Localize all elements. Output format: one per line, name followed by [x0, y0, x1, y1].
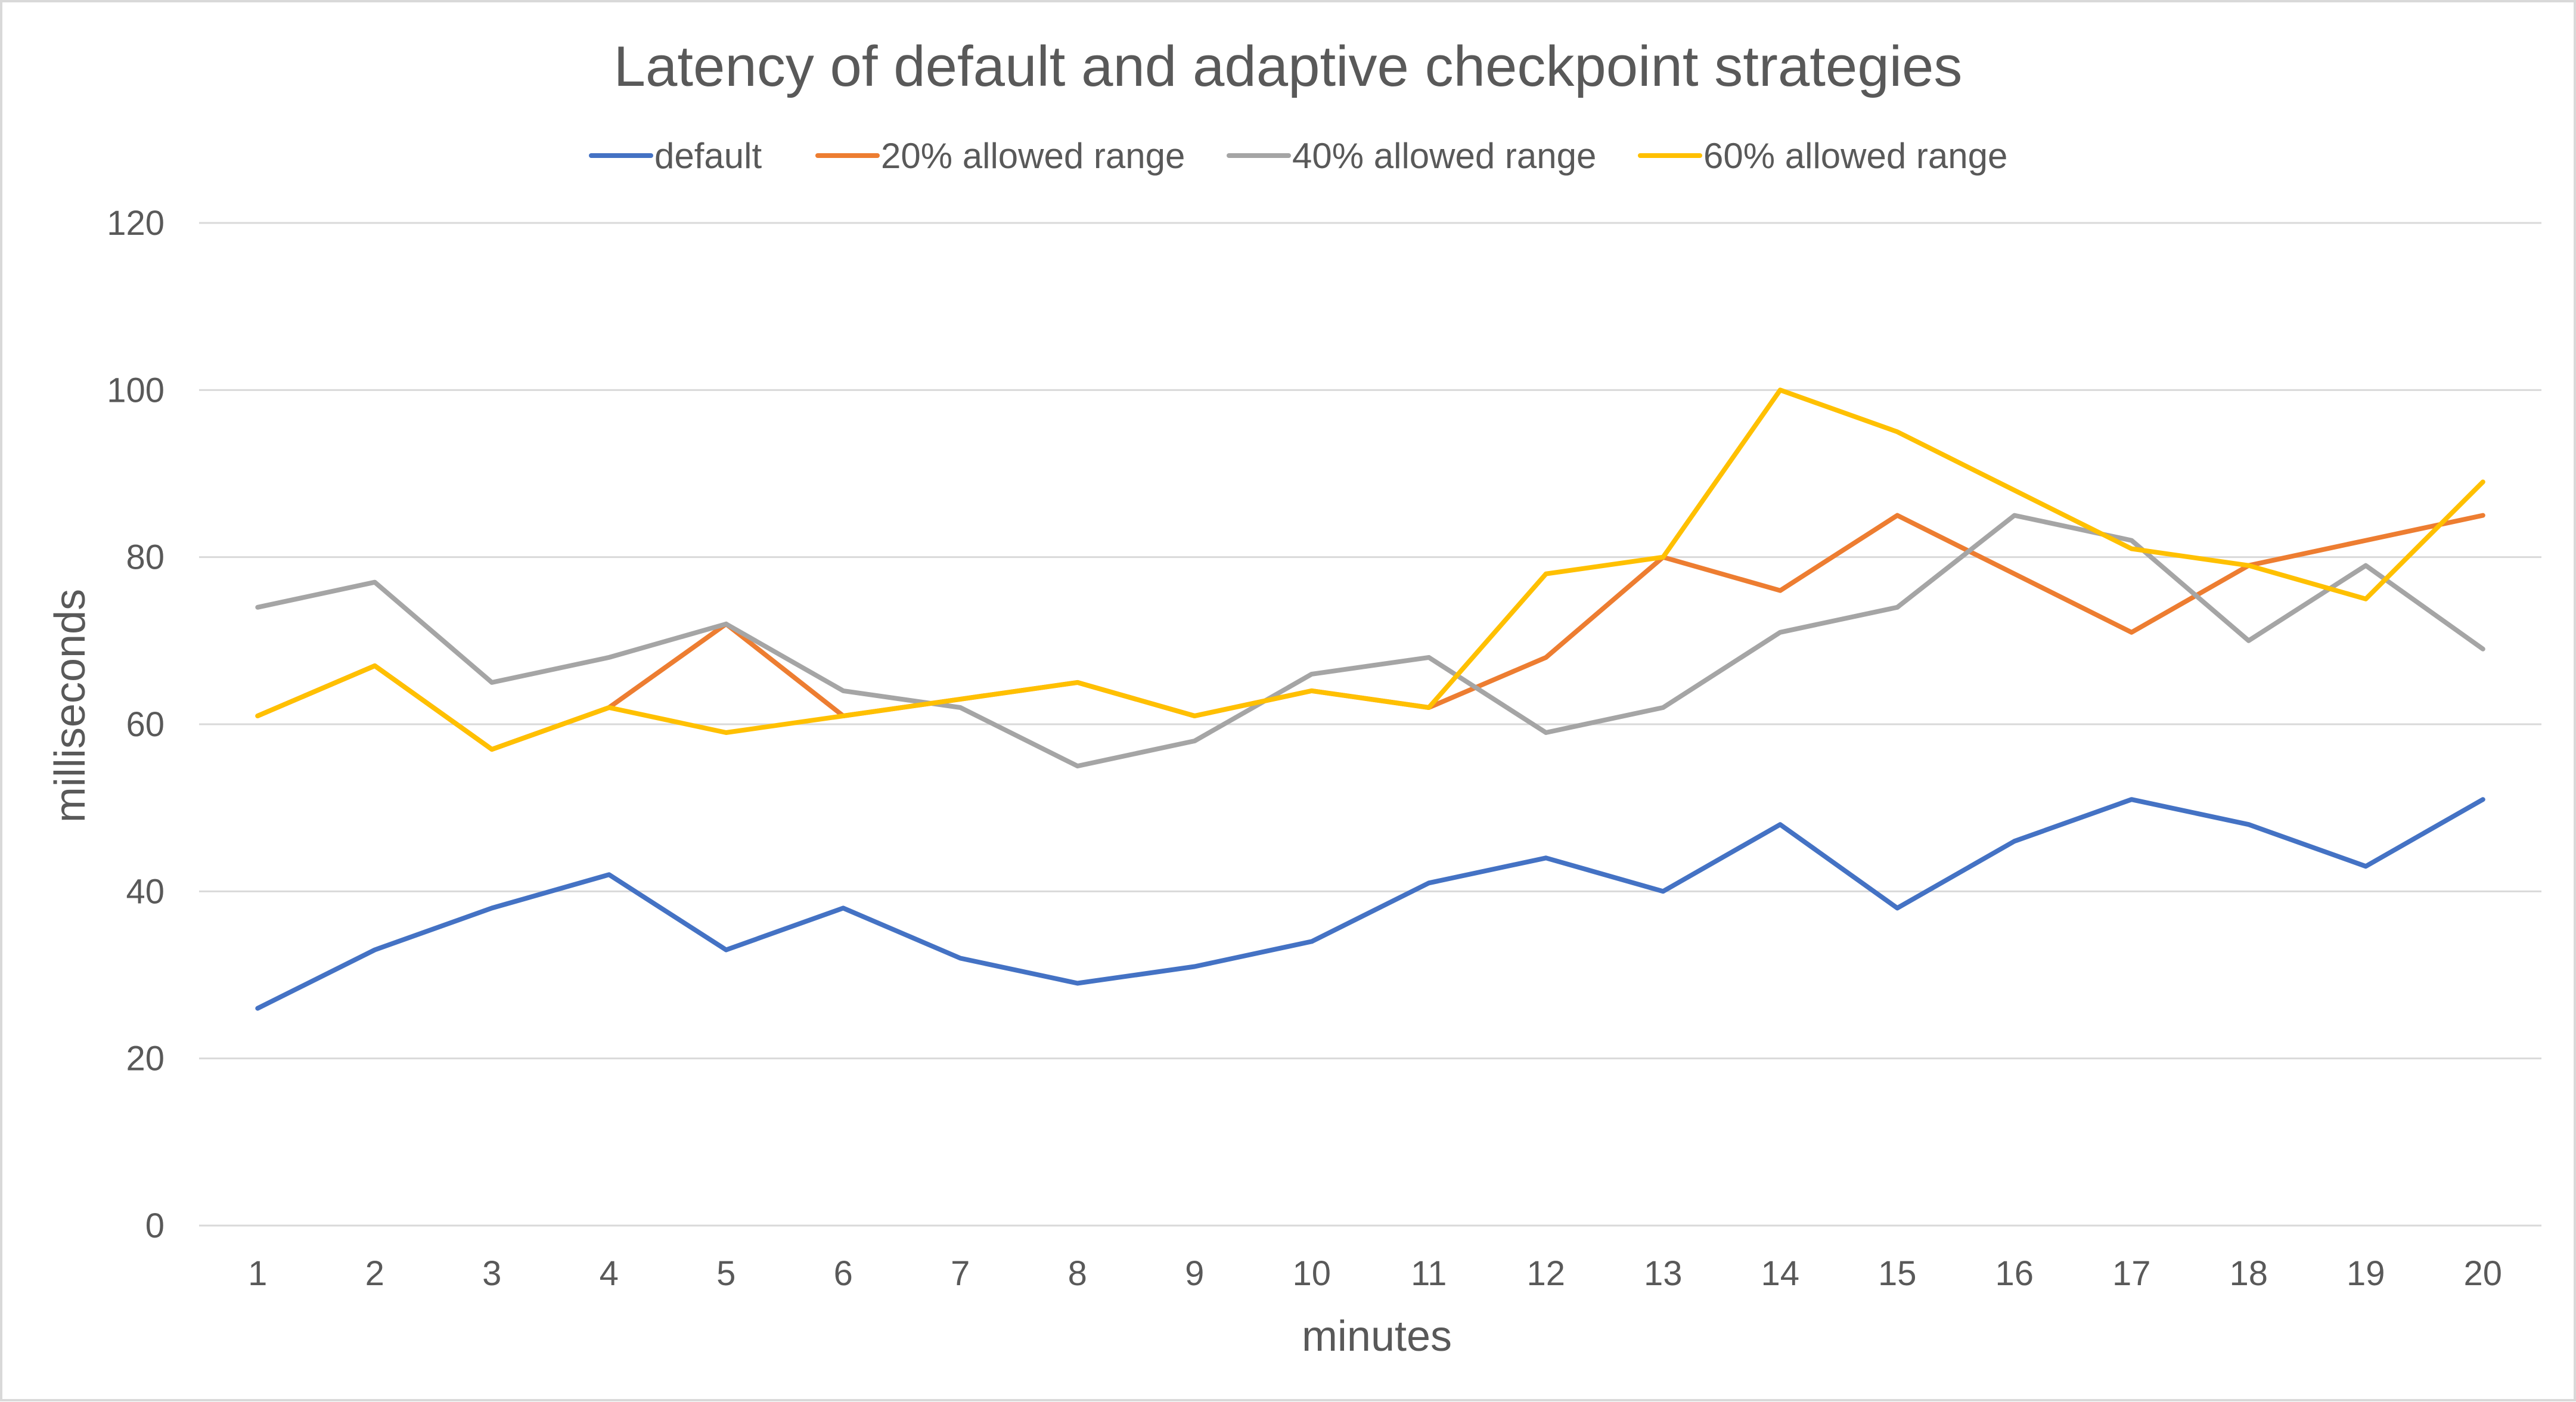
x-tick-label: 19	[2347, 1254, 2385, 1293]
x-tick-label: 2	[365, 1254, 384, 1293]
x-tick-label: 11	[1411, 1254, 1447, 1293]
x-tick-label: 13	[1644, 1254, 1683, 1293]
series-lines	[255, 387, 2485, 1011]
legend: default 20% allowed range 40% allowed rang…	[589, 136, 2007, 176]
legend-label: 20% allowed range	[881, 136, 1185, 176]
gridlines	[199, 222, 2541, 1060]
series-line-60-allowed-range	[255, 387, 2485, 752]
y-axis-ticks: 0 20 40 60 80 100 120	[107, 204, 165, 1245]
x-tick-label: 16	[1995, 1254, 2034, 1293]
x-tick-label: 3	[482, 1254, 501, 1293]
x-tick-label: 5	[716, 1254, 735, 1293]
legend-label: 60% allowed range	[1703, 136, 2007, 176]
y-tick-label: 0	[145, 1206, 165, 1245]
x-tick-label: 15	[1878, 1254, 1917, 1293]
x-tick-label: 12	[1526, 1254, 1565, 1293]
x-tick-label: 14	[1761, 1254, 1799, 1293]
series-line-default	[255, 797, 2485, 1011]
y-tick-label: 120	[107, 204, 165, 243]
x-tick-label: 10	[1292, 1254, 1331, 1293]
y-tick-label: 80	[126, 538, 165, 577]
series-line-40-allowed-range	[255, 513, 2485, 769]
x-tick-label: 8	[1068, 1254, 1087, 1293]
x-axis-title: minutes	[1302, 1313, 1452, 1360]
x-axis-ticks: 1 2 3 4 5 6 7 8 9 10 11 12 13 14 15 16 17 18 19 20	[248, 1254, 2502, 1293]
x-tick-label: 20	[2463, 1254, 2502, 1293]
legend-label: default	[654, 136, 762, 176]
x-tick-label: 4	[600, 1254, 619, 1293]
y-tick-label: 60	[126, 705, 165, 744]
x-tick-label: 9	[1185, 1254, 1204, 1293]
x-tick-label: 1	[248, 1254, 267, 1293]
x-tick-label: 7	[951, 1254, 970, 1293]
y-tick-label: 20	[126, 1040, 165, 1078]
x-tick-label: 6	[834, 1254, 853, 1293]
y-axis-title: milliseconds	[46, 589, 94, 823]
x-tick-label: 17	[2112, 1254, 2151, 1293]
y-tick-label: 100	[107, 371, 165, 410]
chart-title: Latency of default and adaptive checkpoi…	[614, 35, 1963, 98]
y-tick-label: 40	[126, 872, 165, 911]
x-tick-label: 18	[2229, 1254, 2268, 1293]
legend-label: 40% allowed range	[1292, 136, 1596, 176]
